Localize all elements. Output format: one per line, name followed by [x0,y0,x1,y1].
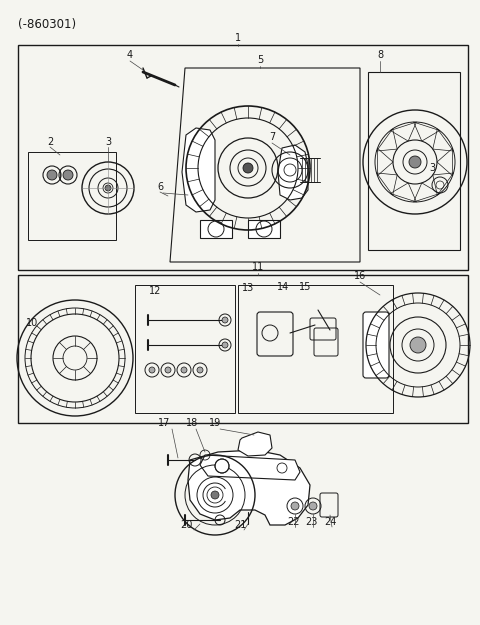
Text: 21: 21 [234,520,246,530]
Bar [248,220,280,238]
Text: 1: 1 [235,33,241,43]
Circle shape [149,367,155,373]
Circle shape [63,170,73,180]
Circle shape [215,459,229,473]
Text: 8: 8 [377,50,383,60]
Circle shape [222,317,228,323]
Text: 3: 3 [429,163,435,173]
Text: 22: 22 [287,517,299,527]
Circle shape [47,170,57,180]
Text: (-860301): (-860301) [18,18,76,31]
Text: 13: 13 [242,283,254,293]
Bar [18,275,468,423]
Text: 17: 17 [158,418,170,428]
Polygon shape [278,145,308,200]
Text: 24: 24 [324,517,336,527]
Text: 19: 19 [209,418,221,428]
Bar [368,72,460,250]
Text: 16: 16 [354,271,366,281]
Text: 14: 14 [277,282,289,292]
Circle shape [291,502,299,510]
Bar [135,285,235,413]
Polygon shape [238,432,272,456]
Text: 6: 6 [157,182,163,192]
Circle shape [105,185,111,191]
Polygon shape [188,450,310,525]
Circle shape [309,502,317,510]
Circle shape [197,367,203,373]
Text: 20: 20 [180,520,192,530]
Circle shape [243,163,253,173]
Text: 15: 15 [299,282,311,292]
Bar [200,220,232,238]
Text: 2: 2 [47,137,53,147]
Polygon shape [182,128,215,212]
Circle shape [181,367,187,373]
Text: 11: 11 [252,262,264,272]
Text: 23: 23 [305,517,317,527]
Text: 12: 12 [149,286,161,296]
Text: 3: 3 [105,137,111,147]
Text: 7: 7 [269,132,275,142]
Bar [28,152,116,240]
Text: 4: 4 [127,50,133,60]
Bar [238,285,393,413]
Bar [18,45,468,270]
Text: 5: 5 [257,55,263,65]
Circle shape [222,342,228,348]
Circle shape [409,156,421,168]
Polygon shape [200,455,300,480]
FancyBboxPatch shape [363,312,389,378]
Circle shape [165,367,171,373]
Circle shape [211,491,219,499]
Text: 18: 18 [186,418,198,428]
Circle shape [410,337,426,353]
Text: 10: 10 [26,318,38,328]
